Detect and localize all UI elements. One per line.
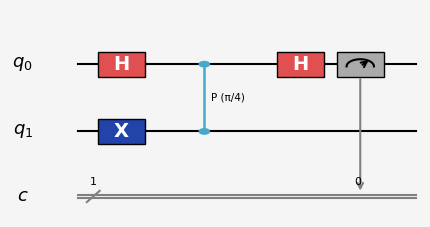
FancyBboxPatch shape xyxy=(98,119,144,144)
Text: 1: 1 xyxy=(90,178,97,188)
FancyBboxPatch shape xyxy=(337,52,384,76)
Text: $q_0$: $q_0$ xyxy=(12,55,33,73)
Text: 0: 0 xyxy=(355,178,362,188)
Text: $q_1$: $q_1$ xyxy=(12,122,33,141)
Text: H: H xyxy=(292,55,309,74)
FancyBboxPatch shape xyxy=(277,52,324,76)
Text: P (π/4): P (π/4) xyxy=(211,93,245,103)
FancyBboxPatch shape xyxy=(98,52,144,76)
Text: X: X xyxy=(114,122,129,141)
Circle shape xyxy=(199,62,209,67)
Text: H: H xyxy=(113,55,129,74)
Text: $c$: $c$ xyxy=(17,188,28,205)
Circle shape xyxy=(199,129,209,134)
